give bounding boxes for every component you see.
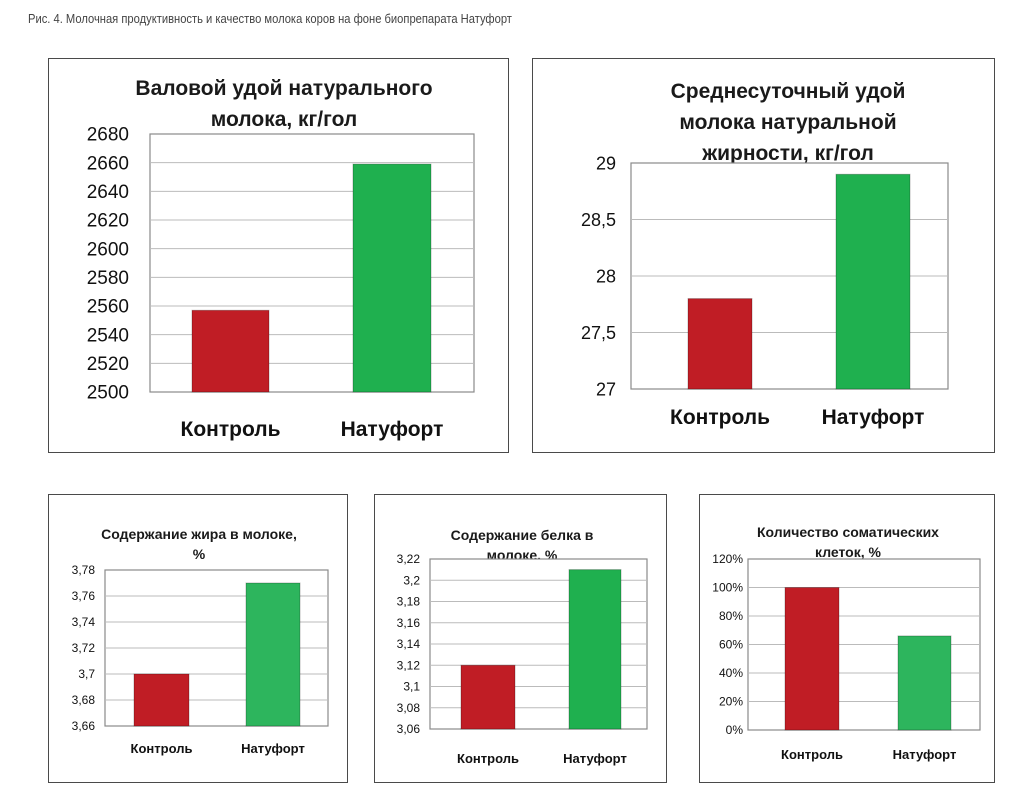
x-category-label: Контроль (457, 751, 519, 766)
chart-panel-fat-content: Содержание жира в молоке,% 3,78 3,76 3,74 3,… (48, 494, 348, 783)
y-tick-label: 3,22 (397, 552, 421, 566)
y-tick-label: 3,1 (403, 680, 420, 694)
y-tick-label: 2640 (87, 182, 129, 203)
chart-fat-content: Содержание жира в молоке,% 3,78 3,76 3,74 3,… (72, 526, 329, 756)
chart-title-line: клеток, % (815, 544, 881, 560)
y-tick-label: 3,14 (397, 637, 421, 651)
y-tick-label: 2620 (87, 211, 129, 232)
x-category-label: Натуфорт (893, 747, 957, 762)
y-tick-label: 3,78 (72, 563, 96, 577)
figure-caption: Рис. 4. Молочная продуктивность и качест… (28, 11, 512, 26)
bar-natufort (835, 173, 911, 390)
chart-daily-yield: Среднесуточный удой молока натуральной жир… (581, 80, 949, 429)
y-tick-label: 2520 (87, 354, 129, 375)
x-category-label: Контроль (181, 418, 281, 441)
y-tick-label: 3,12 (397, 658, 421, 672)
x-category-label: Натуфорт (241, 741, 305, 756)
chart-title-line: Количество соматических (757, 524, 939, 540)
chart-title-line: Валовой удой натурального (135, 77, 432, 100)
y-tick-label: 3,2 (403, 573, 420, 587)
y-tick-label: 3,72 (72, 641, 96, 655)
bar-natufort (352, 163, 432, 393)
x-category-label: Контроль (131, 741, 193, 756)
y-tick-label: 2660 (87, 153, 129, 174)
y-tick-label: 3,66 (72, 719, 96, 733)
y-tick-label: 28,5 (581, 210, 616, 230)
chart-panel-daily-yield: Среднесуточный удой молока натуральной жир… (532, 58, 995, 453)
chart-gross-yield: Валовой удой натурального молока, кг/гол 2… (87, 77, 475, 441)
y-tick-label: 27,5 (581, 323, 616, 343)
bar-control (687, 298, 753, 390)
bar-control (784, 587, 840, 731)
y-tick-label: 40% (719, 666, 743, 680)
chart-title-line: Содержание белка в (451, 527, 594, 543)
x-category-label: Контроль (781, 747, 843, 762)
y-tick-label: 3,7 (78, 667, 95, 681)
bar-control (460, 664, 516, 730)
chart-title-line: Среднесуточный удой (671, 80, 906, 103)
x-category-label: Натуфорт (563, 751, 627, 766)
bar-control (133, 673, 190, 727)
y-tick-label: 3,68 (72, 693, 96, 707)
y-tick-label: 3,08 (397, 701, 421, 715)
y-tick-label: 3,18 (397, 595, 421, 609)
y-tick-label: 2560 (87, 297, 129, 318)
y-tick-label: 3,06 (397, 722, 421, 736)
chart-panel-gross-yield: Валовой удой натурального молока, кг/гол 2… (48, 58, 509, 453)
y-tick-label: 3,76 (72, 589, 96, 603)
y-tick-label: 80% (719, 609, 743, 623)
y-tick-label: 100% (712, 581, 743, 595)
bar-natufort (245, 582, 301, 727)
chart-somatic-cells: Количество соматических клеток, % 120% 100%… (712, 524, 981, 762)
chart-panel-somatic-cells: Количество соматических клеток, % 120% 100%… (699, 494, 995, 783)
y-tick-label: 29 (596, 153, 616, 173)
bar-natufort (568, 569, 622, 730)
chart-title-line: молока натуральной (679, 111, 896, 134)
bar-natufort (897, 635, 952, 731)
y-tick-label: 2600 (87, 239, 129, 260)
x-category-label: Натуфорт (822, 406, 925, 429)
y-tick-label: 28 (596, 266, 616, 286)
y-tick-label: 27 (596, 379, 616, 399)
y-tick-label: 2680 (87, 125, 129, 146)
bar-control (191, 309, 270, 393)
chart-panel-protein-content: Содержание белка в молоке, % 3,22 3,2 3,18 3,… (374, 494, 667, 783)
x-category-label: Натуфорт (341, 418, 444, 441)
y-tick-label: 0% (726, 723, 744, 737)
y-tick-label: 2580 (87, 268, 129, 289)
chart-title-line: жирности, кг/гол (701, 142, 874, 165)
chart-title-line: Содержание жира в молоке, (101, 526, 297, 542)
y-tick-label: 60% (719, 638, 743, 652)
y-tick-label: 20% (719, 695, 743, 709)
y-tick-label: 120% (712, 552, 743, 566)
y-tick-label: 3,16 (397, 616, 421, 630)
chart-title-line: % (193, 546, 206, 562)
y-tick-label: 2540 (87, 325, 129, 346)
y-tick-label: 3,74 (72, 615, 96, 629)
y-tick-label: 2500 (87, 383, 129, 404)
chart-title-line: молока, кг/гол (211, 108, 358, 131)
x-category-label: Контроль (670, 406, 770, 429)
